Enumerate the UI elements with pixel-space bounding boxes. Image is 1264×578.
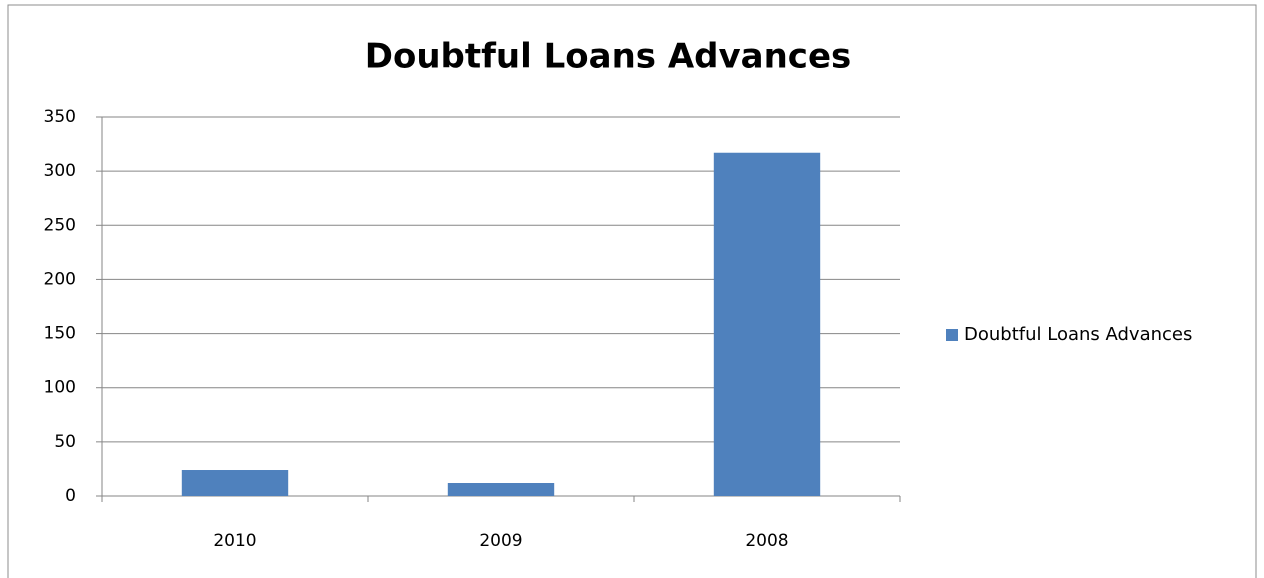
y-tick-label: 50 bbox=[54, 432, 76, 452]
bar bbox=[447, 483, 555, 496]
x-tick-label: 2009 bbox=[479, 531, 522, 551]
legend-label: Doubtful Loans Advances bbox=[964, 324, 1192, 345]
y-tick-label: 350 bbox=[44, 107, 76, 127]
y-tick-label: 100 bbox=[44, 378, 76, 398]
y-tick-label: 200 bbox=[44, 269, 76, 289]
chart-title: Doubtful Loans Advances bbox=[365, 37, 852, 77]
bar bbox=[181, 470, 289, 496]
y-tick-label: 300 bbox=[44, 161, 76, 181]
y-tick-label: 150 bbox=[44, 324, 76, 344]
bar bbox=[713, 152, 821, 496]
y-tick-label: 0 bbox=[65, 486, 76, 506]
y-tick-label: 250 bbox=[44, 215, 76, 235]
legend-swatch bbox=[946, 329, 958, 341]
x-tick-label: 2010 bbox=[213, 531, 256, 551]
x-tick-label: 2008 bbox=[745, 531, 788, 551]
